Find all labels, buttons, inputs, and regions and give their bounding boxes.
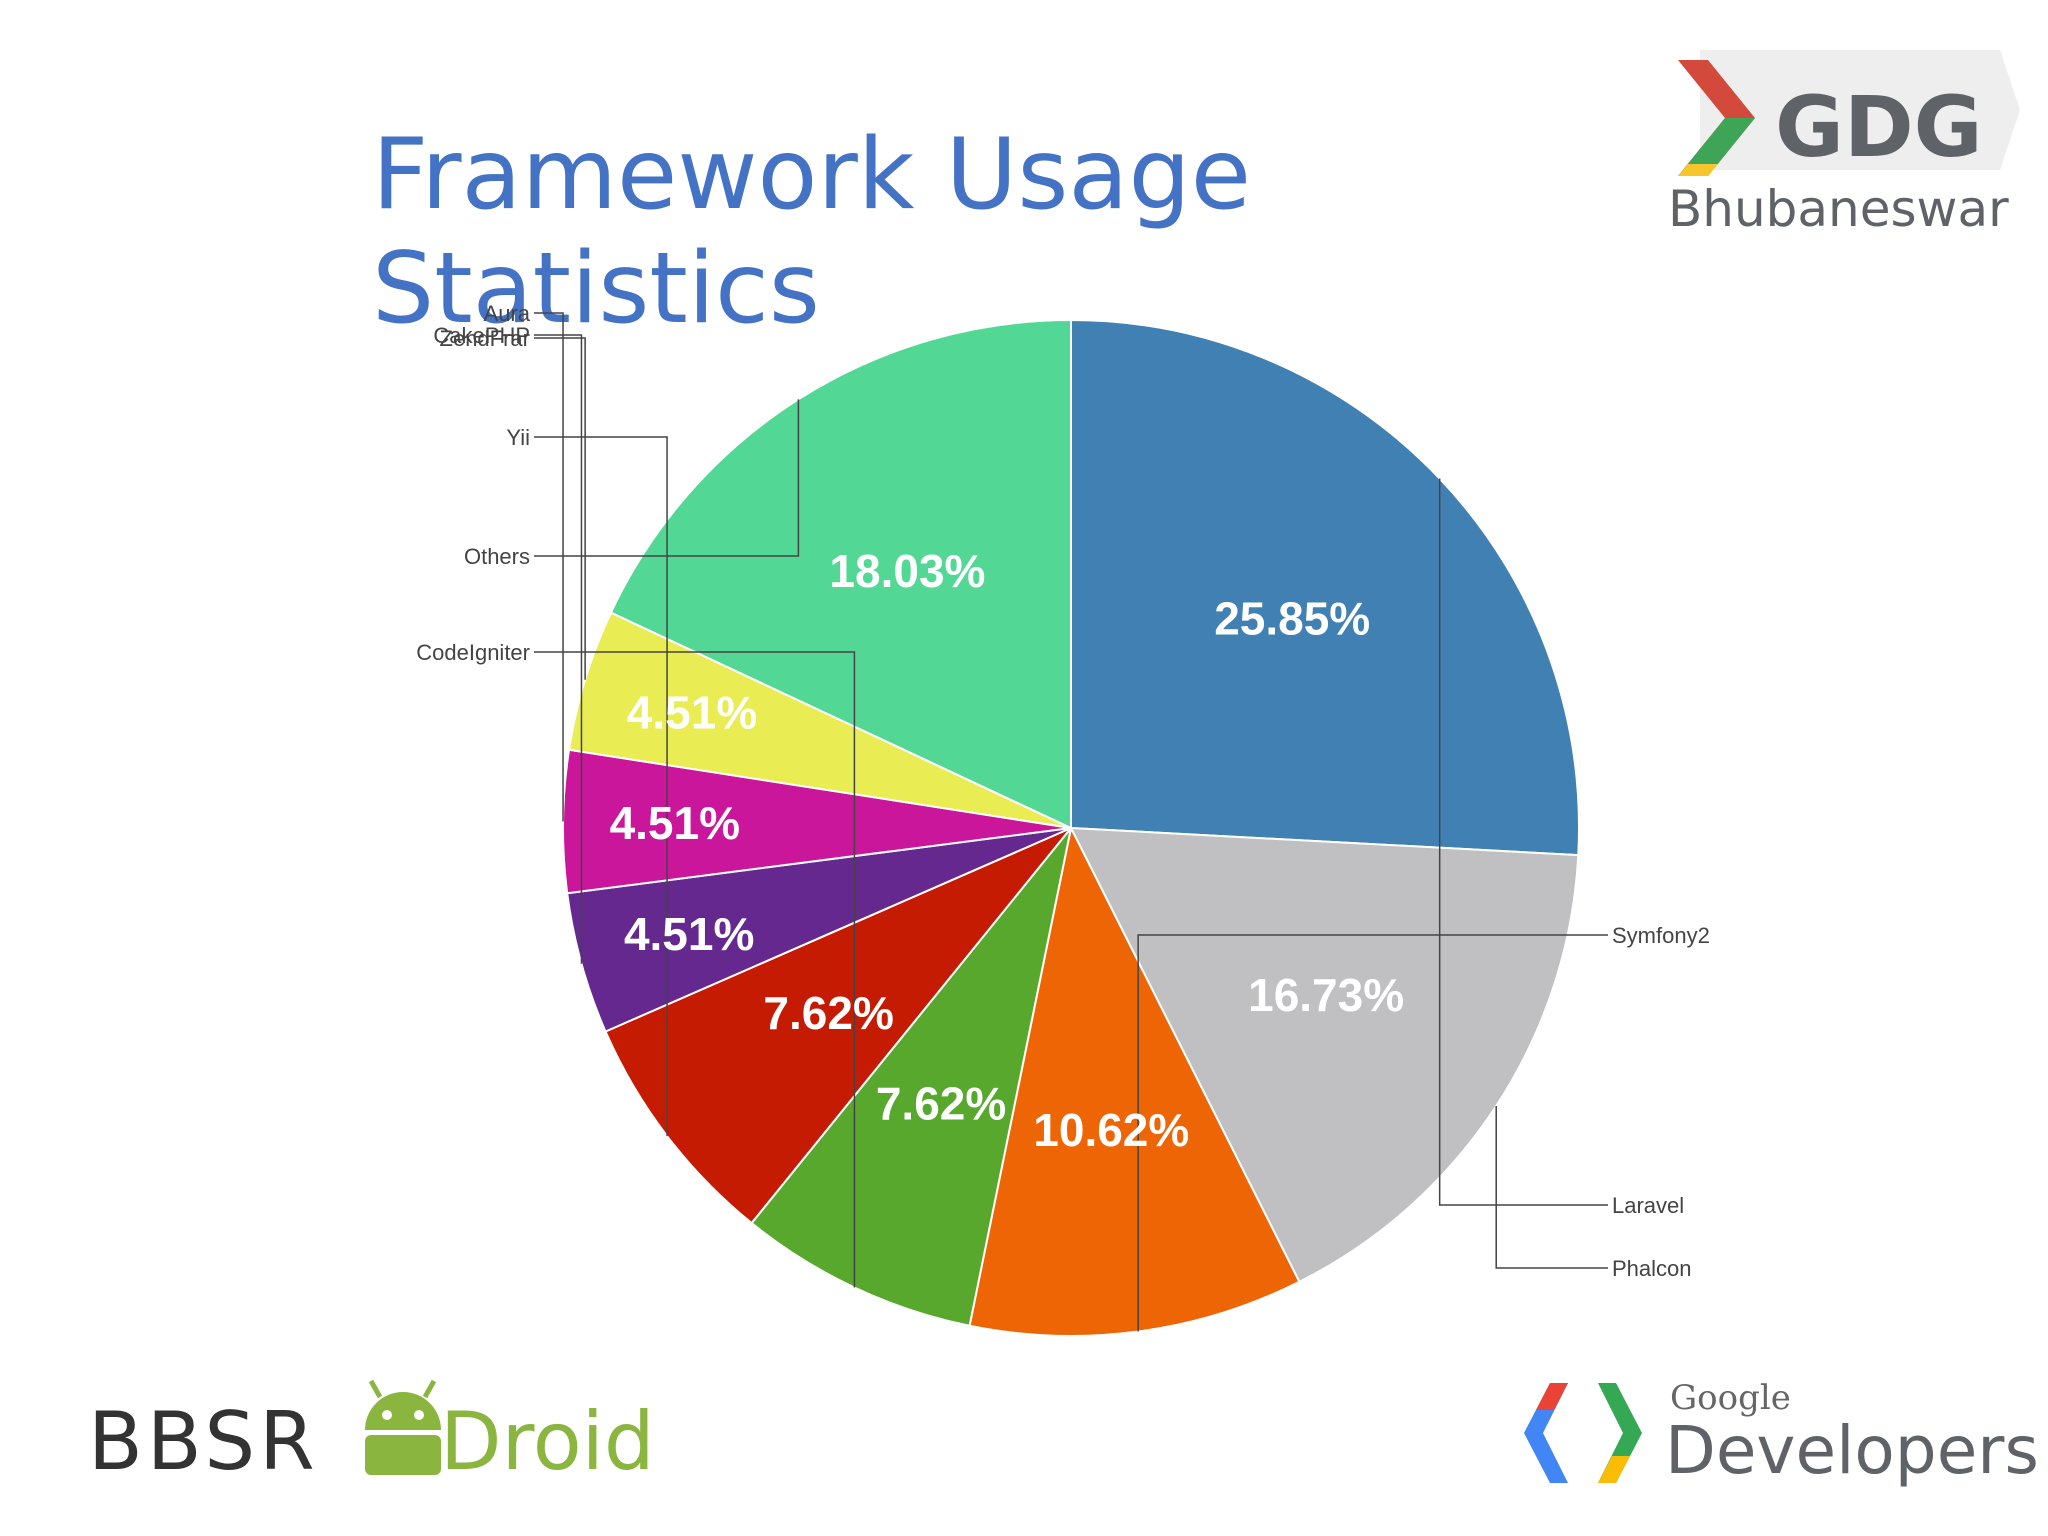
gdg-logo bbox=[1678, 50, 2020, 176]
percent-label-phalcon: 16.73% bbox=[1248, 969, 1404, 1021]
pie-slices bbox=[562, 318, 1580, 1337]
google-developers-small-text: Google bbox=[1670, 1378, 1791, 1418]
percent-label-symfony2: 10.62% bbox=[1033, 1104, 1189, 1156]
slice-names: CakePHP Yii CodeIgniter Symfony2 Phalcon Aura… bbox=[416, 301, 1710, 1281]
slice-name-others: Others bbox=[464, 544, 530, 569]
leader-line-phalcon bbox=[1495, 1105, 1608, 1269]
leader-line-yii bbox=[534, 436, 668, 1137]
google-developers-icon bbox=[1524, 1383, 1642, 1483]
leader-line-codeigniter bbox=[534, 651, 856, 1288]
leader-lines bbox=[534, 312, 1608, 1332]
percent-label-cakephp: 4.51% bbox=[624, 908, 754, 960]
slice-name-cakephp: CakePHP bbox=[433, 323, 530, 348]
slice-name-yii: Yii bbox=[506, 425, 530, 450]
slice-name-symfony2: Symfony2 bbox=[1612, 923, 1710, 948]
percent-label-laravel: 25.85% bbox=[1214, 592, 1370, 644]
leader-line-zendfrar bbox=[534, 337, 586, 680]
slice-name-aura: Aura bbox=[484, 301, 531, 326]
slice-name-codeigniter: CodeIgniter bbox=[416, 640, 530, 665]
gdg-logo-city: Bhubaneswar bbox=[1668, 180, 2009, 238]
leader-line-cakephp bbox=[534, 334, 583, 964]
percent-label-yii: 7.62% bbox=[763, 987, 893, 1039]
slice-name-laravel: Laravel bbox=[1612, 1193, 1684, 1218]
pie-slice-laravel bbox=[1070, 318, 1580, 857]
bbsr-logo-text: BBSR bbox=[88, 1395, 319, 1488]
percent-label-zendframework: 4.51% bbox=[627, 686, 757, 738]
pie-slice-phalcon bbox=[1069, 826, 1580, 1284]
percent-label-others: 18.03% bbox=[829, 545, 985, 597]
droid-logo-text: Droid bbox=[440, 1395, 655, 1488]
percent-label-aura: 4.51% bbox=[610, 797, 740, 849]
page-title: Framework Usage Statistics bbox=[372, 118, 1251, 346]
leader-line-laravel bbox=[1438, 478, 1608, 1206]
leader-line-others bbox=[534, 399, 800, 557]
leader-line-symfony2 bbox=[1137, 934, 1608, 1332]
google-developers-text: Developers bbox=[1665, 1412, 2039, 1489]
percent-labels: 25.85%16.73%10.62%7.62%7.62%4.51%4.51%4.… bbox=[610, 545, 1405, 1156]
gdg-logo-text: GDG bbox=[1775, 78, 1983, 176]
android-robot-icon bbox=[365, 1379, 441, 1475]
slice-name-phalcon: Phalcon bbox=[1612, 1256, 1692, 1281]
leader-line-aura bbox=[534, 312, 564, 822]
slice-name-zendfrar: ZendFrar bbox=[440, 326, 530, 351]
percent-label-codeigniter: 7.62% bbox=[876, 1078, 1006, 1130]
